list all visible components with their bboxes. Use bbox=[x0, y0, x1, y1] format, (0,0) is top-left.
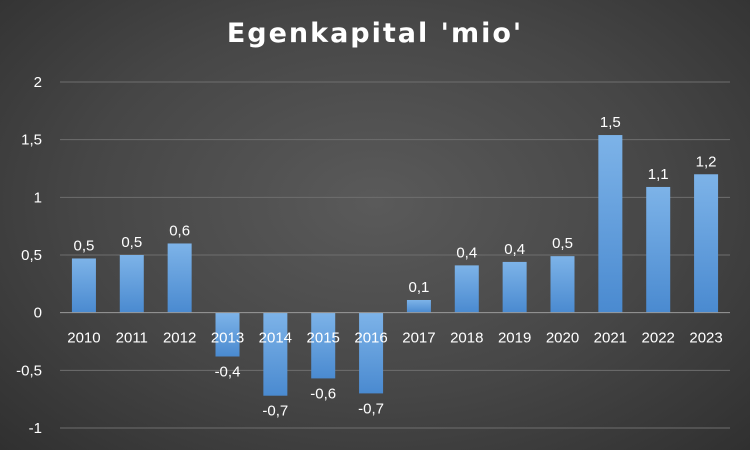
x-tick-label: 2023 bbox=[689, 330, 722, 347]
y-tick-label: 0,5 bbox=[21, 247, 42, 264]
bar bbox=[167, 243, 192, 313]
data-label: 0,1 bbox=[408, 279, 429, 296]
bar bbox=[215, 312, 240, 357]
data-label: 0,5 bbox=[552, 235, 573, 252]
data-label: 0,5 bbox=[121, 234, 142, 251]
y-tick-label: -1 bbox=[29, 420, 42, 437]
x-tick-label: 2016 bbox=[354, 330, 387, 347]
data-label: -0,7 bbox=[358, 400, 384, 417]
chart-title: Egenkapital 'mio' bbox=[226, 18, 524, 49]
x-tick-label: 2019 bbox=[498, 330, 531, 347]
x-tick-label: 2021 bbox=[594, 330, 627, 347]
x-tick-label: 2011 bbox=[116, 330, 148, 347]
bar bbox=[550, 256, 575, 313]
bar bbox=[454, 265, 479, 313]
x-tick-label: 2010 bbox=[67, 330, 100, 347]
y-tick-label: 1 bbox=[34, 189, 42, 206]
bar bbox=[119, 255, 144, 313]
x-tick-label: 2013 bbox=[211, 330, 244, 347]
x-tick-label: 2018 bbox=[450, 330, 483, 347]
bar bbox=[71, 258, 96, 313]
x-tick-label: 2015 bbox=[307, 330, 340, 347]
bar bbox=[694, 174, 719, 313]
data-label: 1,2 bbox=[696, 153, 717, 170]
bar bbox=[263, 312, 288, 396]
y-tick-label: -0,5 bbox=[16, 362, 42, 379]
data-label: -0,4 bbox=[215, 363, 241, 380]
bar bbox=[646, 186, 671, 313]
data-label: 0,6 bbox=[169, 222, 190, 239]
x-tick-label: 2020 bbox=[546, 330, 579, 347]
bar bbox=[502, 261, 527, 313]
x-tick-label: 2012 bbox=[163, 330, 196, 347]
data-label: 1,5 bbox=[600, 114, 621, 131]
data-label: 0,4 bbox=[456, 244, 477, 261]
data-label: 0,4 bbox=[504, 241, 525, 258]
data-label: -0,6 bbox=[310, 385, 336, 402]
bar bbox=[311, 312, 336, 379]
bar bbox=[598, 135, 623, 313]
y-tick-label: 0 bbox=[34, 305, 42, 322]
bar bbox=[406, 299, 431, 313]
y-tick-label: 1,5 bbox=[21, 132, 42, 149]
x-tick-label: 2022 bbox=[642, 330, 675, 347]
data-label: -0,7 bbox=[262, 403, 288, 420]
y-tick-label: 2 bbox=[34, 74, 42, 91]
x-tick-label: 2017 bbox=[402, 330, 435, 347]
data-label: 0,5 bbox=[73, 237, 94, 254]
data-label: 1,1 bbox=[648, 166, 669, 183]
bar bbox=[359, 312, 384, 394]
x-tick-label: 2014 bbox=[259, 330, 292, 347]
